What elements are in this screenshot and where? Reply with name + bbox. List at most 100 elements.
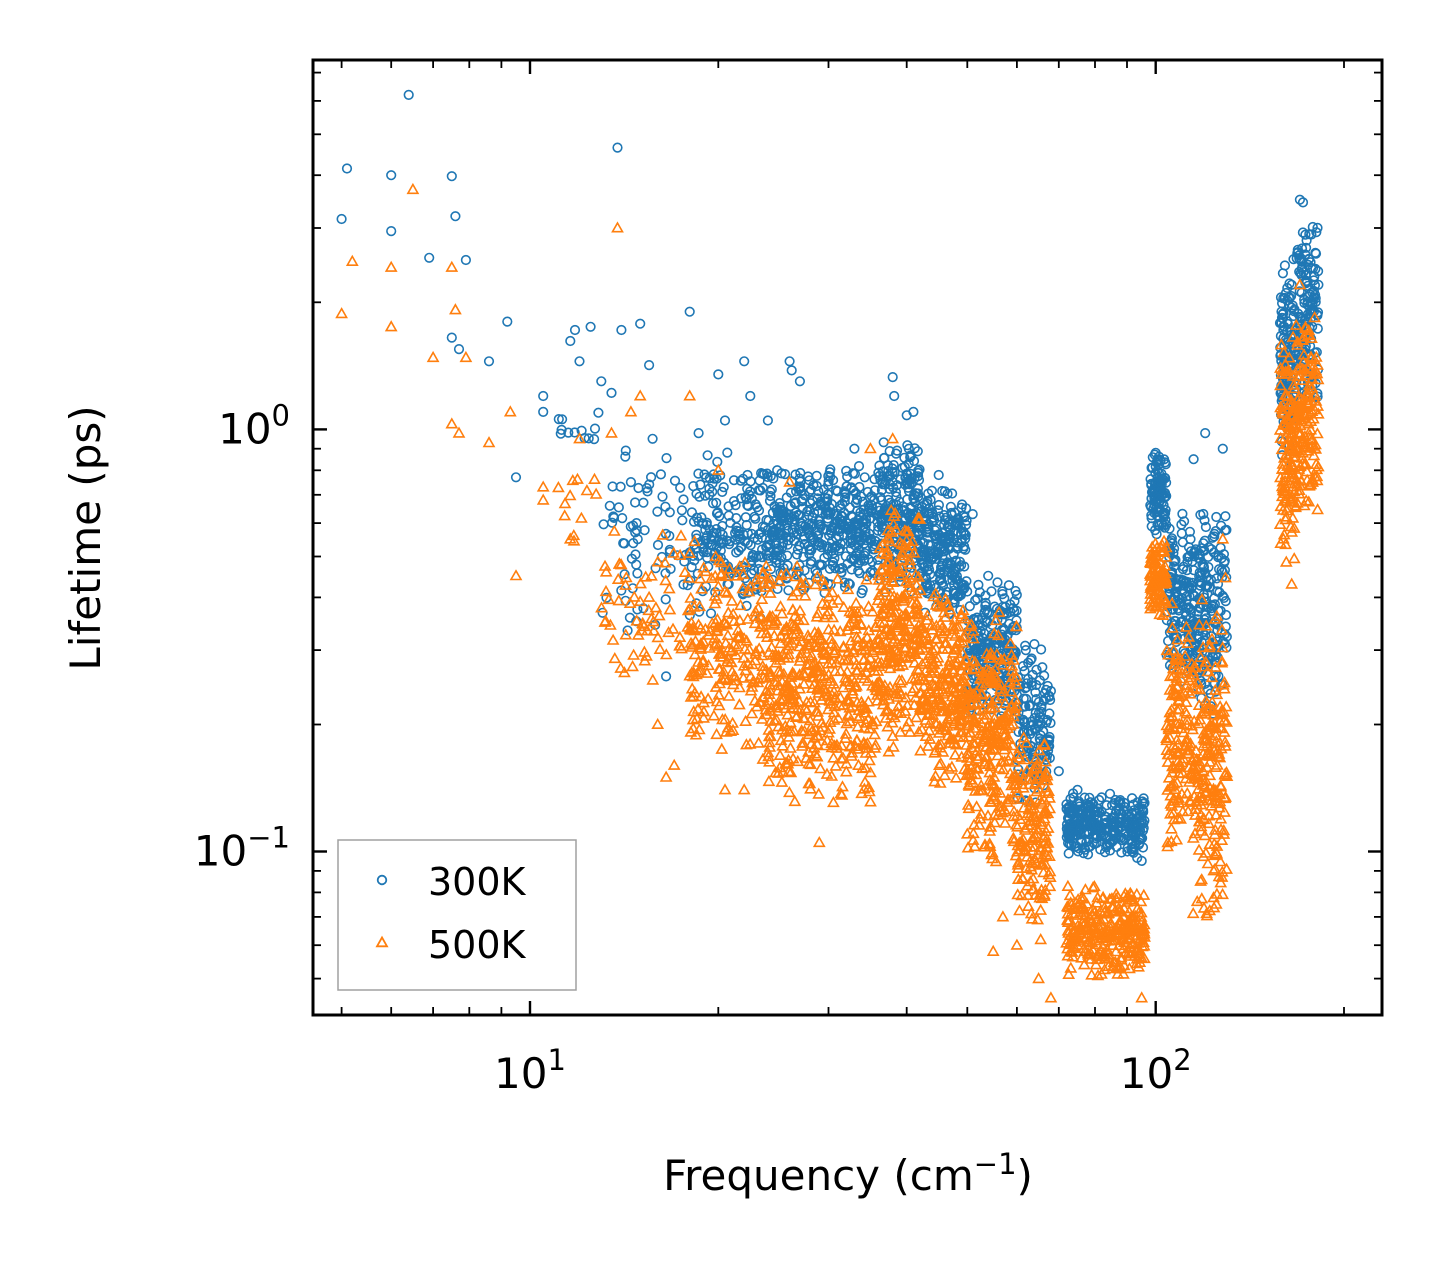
data-point-500k <box>864 766 877 778</box>
data-point-500k <box>759 559 773 571</box>
data-point-500k <box>985 666 999 678</box>
data-point-300k <box>884 446 895 457</box>
data-point-300k <box>1093 794 1105 806</box>
data-point-500k <box>934 741 947 753</box>
data-point-500k <box>1128 949 1142 961</box>
data-point-500k <box>943 703 957 716</box>
data-point-500k <box>864 442 877 454</box>
data-point-300k <box>661 453 672 464</box>
data-point-300k <box>1105 838 1116 849</box>
data-point-300k <box>942 488 953 500</box>
data-point-500k <box>1174 812 1187 824</box>
data-point-500k <box>1062 900 1075 913</box>
data-point-500k <box>869 738 882 750</box>
data-point-300k <box>565 335 576 347</box>
data-point-300k <box>748 565 760 576</box>
data-point-500k <box>773 574 786 587</box>
data-point-300k <box>713 369 724 380</box>
data-point-500k <box>811 728 825 741</box>
data-point-500k <box>1033 793 1047 805</box>
data-point-300k <box>1164 523 1175 534</box>
data-point-500k <box>930 632 944 644</box>
data-point-500k <box>763 755 776 767</box>
data-point-300k <box>1308 275 1319 286</box>
data-point-500k <box>1113 959 1127 971</box>
data-point-300k <box>1181 565 1193 576</box>
data-point-500k <box>798 712 811 724</box>
data-point-500k <box>857 635 870 648</box>
data-point-500k <box>335 307 348 319</box>
data-point-300k <box>827 522 838 534</box>
data-point-500k <box>763 735 776 748</box>
data-point-500k <box>1079 930 1093 942</box>
data-point-500k <box>612 594 626 606</box>
data-point-300k <box>1298 267 1309 278</box>
data-point-500k <box>640 649 653 661</box>
data-point-300k <box>738 529 749 540</box>
data-point-500k <box>619 578 632 590</box>
data-point-300k <box>933 469 944 481</box>
data-point-500k <box>1135 926 1149 939</box>
data-point-300k <box>870 536 881 547</box>
data-point-500k <box>777 682 791 694</box>
data-point-500k <box>656 528 670 540</box>
data-point-500k <box>718 783 732 795</box>
data-point-300k <box>1087 837 1099 848</box>
data-point-500k <box>885 716 899 728</box>
data-point-500k <box>843 714 857 727</box>
data-point-500k <box>1065 945 1079 957</box>
data-point-500k <box>1109 945 1123 957</box>
data-point-500k <box>804 782 817 794</box>
data-point-500k <box>694 690 708 702</box>
data-point-500k <box>703 624 717 637</box>
data-point-500k <box>703 641 716 653</box>
data-point-500k <box>896 650 910 662</box>
data-point-500k <box>965 618 978 630</box>
data-point-500k <box>777 667 791 679</box>
data-point-500k <box>1034 932 1048 945</box>
data-point-300k <box>1115 808 1126 819</box>
data-point-300k <box>555 428 566 439</box>
data-point-500k <box>902 576 916 589</box>
data-point-500k <box>731 640 744 652</box>
data-point-500k <box>536 480 550 492</box>
data-point-500k <box>925 690 939 702</box>
data-point-500k <box>1164 789 1178 801</box>
data-point-300k <box>644 479 655 490</box>
data-point-300k <box>794 376 806 387</box>
data-point-500k <box>1181 804 1195 817</box>
data-point-300k <box>1292 244 1303 255</box>
data-point-500k <box>673 548 687 561</box>
data-point-500k <box>870 694 884 706</box>
data-point-500k <box>1165 596 1179 609</box>
data-point-500k <box>921 609 934 621</box>
data-point-300k <box>764 534 775 545</box>
data-point-500k <box>745 657 759 670</box>
data-point-300k <box>665 563 676 575</box>
data-point-500k <box>842 619 855 632</box>
data-point-500k <box>626 659 639 672</box>
data-point-500k <box>794 576 808 588</box>
data-point-500k <box>934 737 948 749</box>
data-point-500k <box>1033 769 1047 781</box>
data-point-500k <box>785 676 799 688</box>
data-point-300k <box>1110 794 1121 806</box>
data-point-500k <box>1011 872 1025 885</box>
data-point-500k <box>1022 803 1036 815</box>
data-point-500k <box>781 757 795 769</box>
data-point-500k <box>1016 773 1029 785</box>
data-point-500k <box>733 613 747 626</box>
data-point-500k <box>879 568 892 580</box>
data-point-500k <box>790 560 804 572</box>
data-point-500k <box>779 631 793 643</box>
data-point-300k <box>1200 521 1211 533</box>
data-point-500k <box>847 653 861 665</box>
data-point-500k <box>912 610 926 622</box>
data-point-500k <box>919 729 933 742</box>
data-point-500k <box>920 632 934 644</box>
data-point-500k <box>788 620 802 632</box>
data-point-500k <box>740 634 754 646</box>
data-point-500k <box>826 611 840 623</box>
data-point-300k <box>1308 285 1319 297</box>
data-point-300k <box>1153 493 1164 505</box>
